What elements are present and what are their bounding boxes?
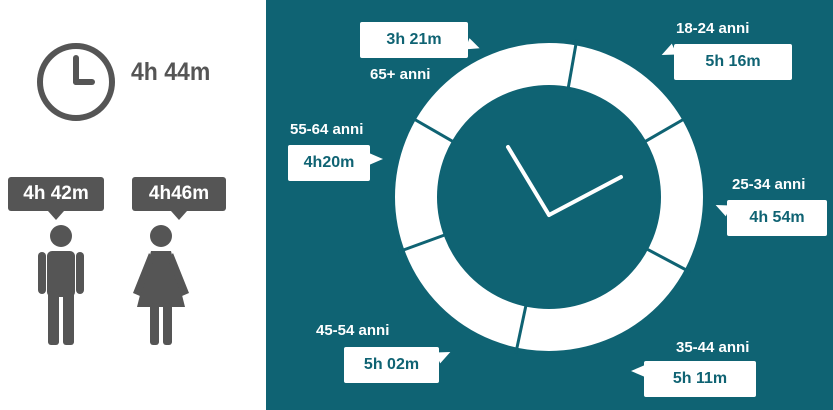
age-label-35-44: 35-44 anni [676,339,750,356]
total-time: 4h 44m [131,58,211,86]
minute-hand [506,145,551,217]
clock-dial-icon [395,39,703,354]
age-label-65plus: 65+ anni [370,66,431,83]
time-box-18-24: 5h 16m [674,44,792,80]
female-person-icon [133,225,189,345]
age-label-45-54: 45-54 anni [316,322,390,339]
age-label-18-24: 18-24 anni [676,20,750,37]
clock-icon [37,43,115,121]
time-box-65plus: 3h 21m [360,22,468,58]
time-box-35-44: 5h 11m [631,361,756,397]
female-time-bubble: 4h46m [132,177,226,220]
hour-hand [547,175,623,217]
summary-section: 4h 44m 4h 42m 4h46m [0,0,262,410]
time-box-45-54: 5h 02m [344,347,439,383]
male-time-bubble: 4h 42m [8,177,104,220]
age-groups-panel: 18-24 anni 5h 16m 25-34 anni 4h 54m 35-4… [266,0,833,410]
time-box-55-64: 4h20m [288,145,383,181]
time-box-25-34: 4h 54m [727,200,827,236]
male-person-icon [38,225,84,345]
age-label-25-34: 25-34 anni [732,176,806,193]
age-label-55-64: 55-64 anni [290,121,364,138]
